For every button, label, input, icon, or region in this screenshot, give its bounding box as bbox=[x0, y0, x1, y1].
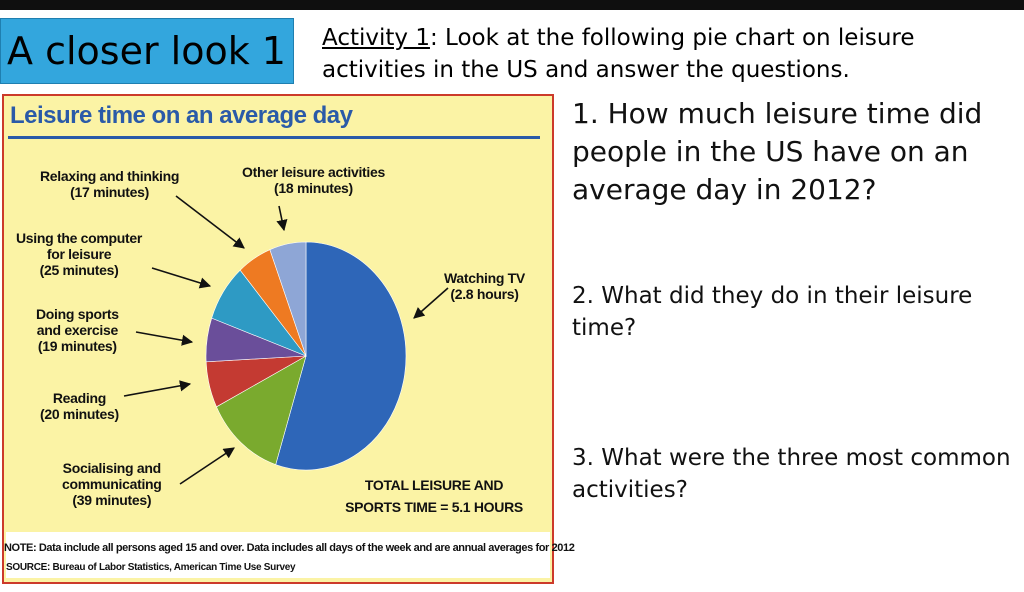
label-socialising-value: (39 minutes) bbox=[72, 492, 152, 508]
arrow-reading bbox=[123, 380, 192, 397]
label-sports: Doing sports and exercise (19 minutes) bbox=[36, 306, 119, 354]
label-tv-name: Watching TV bbox=[444, 270, 525, 286]
pie-slice-other-leisure-activities bbox=[269, 241, 307, 357]
total-leisure: TOTAL LEISURE AND SPORTS TIME = 5.1 HOUR… bbox=[334, 474, 534, 518]
label-computer-name: Using the computer bbox=[16, 230, 143, 246]
callout-arrows bbox=[123, 195, 449, 485]
label-computer: Using the computer for leisure (25 minut… bbox=[16, 230, 142, 278]
label-other-name: Other leisure activities bbox=[242, 164, 385, 180]
activity-instructions: Activity 1: Look at the following pie ch… bbox=[322, 22, 1012, 86]
arrow-tv bbox=[413, 287, 449, 319]
label-sports-value: (19 minutes) bbox=[37, 338, 117, 354]
arrow-social bbox=[179, 447, 235, 485]
pie-slice-socialising-and-communicating bbox=[216, 355, 307, 466]
pie-slice-watching-tv bbox=[275, 241, 407, 471]
label-relaxing-value: (17 minutes) bbox=[70, 184, 150, 200]
chart-title-rule bbox=[8, 136, 540, 139]
activity-text: : Look at the following pie chart on lei… bbox=[322, 25, 915, 83]
label-tv-value: (2.8 hours) bbox=[450, 286, 519, 302]
question-3: 3. What were the three most common activ… bbox=[572, 445, 1011, 503]
chart-title: Leisure time on an average day bbox=[10, 102, 353, 129]
label-reading: Reading (20 minutes) bbox=[40, 390, 119, 422]
label-relaxing: Relaxing and thinking (17 minutes) bbox=[40, 168, 179, 200]
label-tv: Watching TV (2.8 hours) bbox=[444, 270, 525, 302]
slide-title: A closer look 1 bbox=[7, 29, 286, 73]
question-2: 2. What did they do in their leisure tim… bbox=[572, 283, 973, 341]
arrow-other bbox=[276, 205, 288, 232]
slide-title-box: A closer look 1 bbox=[0, 18, 294, 84]
total-line-2: SPORTS TIME = 5.1 HOURS bbox=[345, 499, 523, 515]
pie-chart-svg bbox=[123, 195, 449, 485]
label-sports-name: Doing sports bbox=[36, 306, 119, 322]
activity-label: Activity 1 bbox=[322, 25, 430, 51]
label-other-value: (18 minutes) bbox=[274, 180, 353, 196]
chart-source: SOURCE: Bureau of Labor Statistics, Amer… bbox=[6, 562, 296, 573]
chart-note: NOTE: Data include all persons aged 15 a… bbox=[4, 542, 575, 554]
pie-chart-figure: Leisure time on an average day Relaxing … bbox=[2, 94, 575, 584]
label-socialising: Socialising and communicating (39 minute… bbox=[62, 460, 162, 508]
arrow-computer bbox=[151, 267, 212, 289]
note-box bbox=[6, 532, 550, 578]
label-socialising-name-2: communicating bbox=[62, 476, 162, 492]
label-computer-name-2: for leisure bbox=[46, 246, 112, 262]
label-reading-value: (20 minutes) bbox=[40, 406, 119, 422]
arrow-sports bbox=[135, 331, 194, 346]
question-1: 1. How much leisure time did people in t… bbox=[572, 97, 983, 206]
label-reading-name: Reading bbox=[52, 390, 106, 406]
label-other: Other leisure activities (18 minutes) bbox=[242, 164, 385, 196]
top-bar bbox=[0, 0, 1024, 10]
pie-slices bbox=[205, 241, 407, 471]
total-line-1: TOTAL LEISURE AND bbox=[364, 477, 504, 493]
label-sports-name-2: and exercise bbox=[36, 322, 119, 338]
label-relaxing-name: Relaxing and thinking bbox=[40, 168, 180, 184]
label-computer-value: (25 minutes) bbox=[39, 262, 119, 278]
label-socialising-name: Socialising and bbox=[62, 460, 162, 476]
arrow-relaxing bbox=[175, 195, 245, 249]
